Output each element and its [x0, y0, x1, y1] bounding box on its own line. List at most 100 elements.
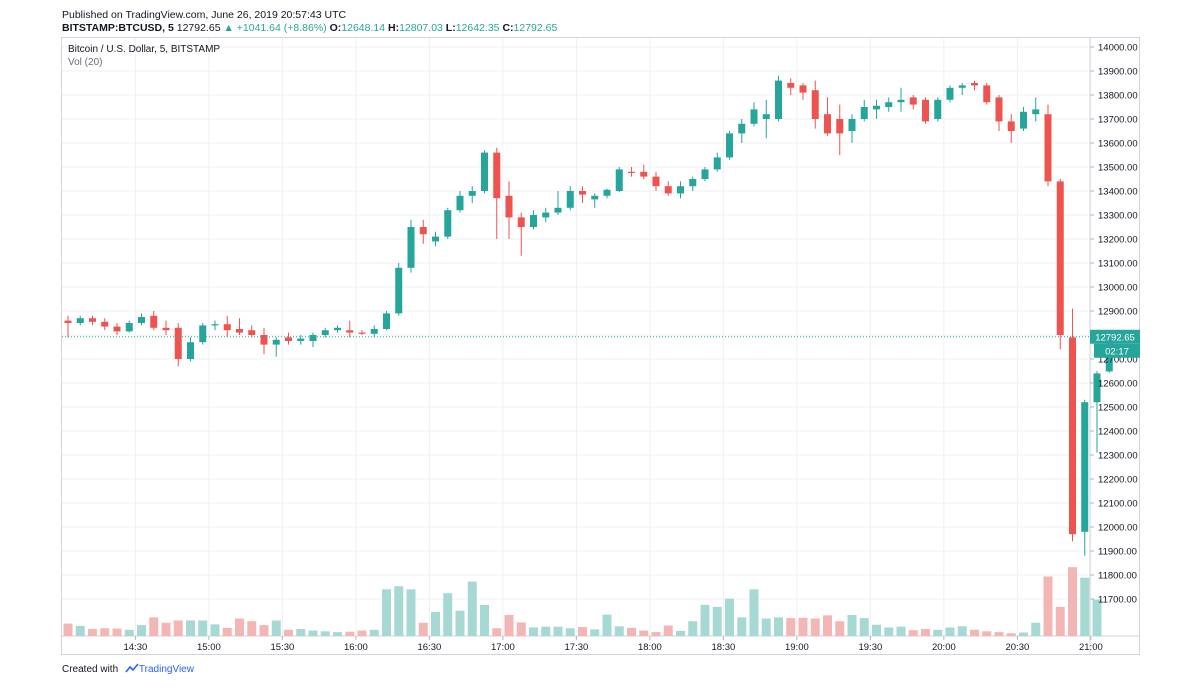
y-tick-label: 12200.00 — [1098, 475, 1138, 486]
volume-bar — [418, 622, 428, 636]
volume-bar — [284, 629, 293, 636]
volume-bar — [271, 620, 281, 636]
volume-bar — [1068, 567, 1077, 636]
change-value: ▲ +1041.64 (+8.86%) — [223, 22, 327, 34]
volume-bar — [394, 586, 404, 636]
price-axis[interactable]: 11700.00 11800.00 11900.00 12000.00 12100.00… — [1090, 43, 1138, 606]
y-tick-label: 13700.00 — [1098, 115, 1138, 126]
volume-bar — [786, 618, 796, 636]
volume-bar — [443, 593, 453, 636]
candle-body — [211, 324, 219, 326]
y-tick-label: 12500.00 — [1098, 403, 1138, 414]
volume-bar — [933, 629, 943, 636]
candle-body — [1093, 373, 1101, 403]
candle-body — [995, 97, 1003, 122]
high-label: H: — [387, 22, 400, 34]
volume-bar — [112, 628, 122, 636]
x-tick-label: 18:00 — [638, 642, 662, 653]
y-tick-label: 11700.00 — [1098, 595, 1137, 606]
volume-bar — [504, 615, 514, 636]
volume-bar — [982, 631, 992, 636]
tradingview-brand[interactable]: TradingView — [138, 664, 194, 675]
candle-body — [223, 324, 231, 331]
candle-body — [922, 99, 929, 122]
x-tick-label: 18:30 — [711, 642, 735, 653]
y-tick-label: 12100.00 — [1098, 499, 1138, 510]
candle-body — [150, 315, 158, 328]
volume-bar — [186, 620, 195, 636]
y-tick-label: 12300.00 — [1098, 451, 1138, 462]
volume-bar — [651, 632, 661, 636]
volume-bar — [774, 617, 783, 636]
time-axis[interactable]: 14:30 15:00 15:30 16:00 16:30 17:00 17:30 18:00… — [123, 636, 1103, 653]
volume-bar — [565, 628, 575, 636]
low-label: L: — [445, 22, 456, 34]
x-tick-label: 14:30 — [123, 642, 147, 653]
candle-body — [199, 325, 207, 343]
candle-body — [848, 119, 856, 131]
volume-bar — [63, 623, 73, 636]
volume-bar — [676, 630, 685, 636]
volume-bar — [149, 617, 159, 636]
candle-body — [811, 90, 819, 119]
volume-bar — [761, 618, 771, 636]
volume-bar — [884, 627, 894, 636]
volume-bar — [529, 627, 538, 636]
candle-body — [162, 327, 170, 331]
volume-bar — [137, 625, 146, 636]
close-label: C: — [502, 22, 514, 34]
y-tick-label: 12400.00 — [1098, 427, 1138, 438]
volume-bar — [173, 620, 183, 636]
candle-body — [689, 179, 697, 187]
volume-bar — [235, 618, 244, 636]
open-value: 12648.14 — [341, 22, 386, 34]
candle-body — [971, 83, 978, 86]
volume-bar — [88, 629, 97, 636]
volume-bar — [737, 617, 747, 636]
volume-bar — [161, 622, 171, 636]
grid — [62, 38, 1139, 655]
series-title: Bitcoin / U.S. Dollar, 5, BITSTAMP — [68, 44, 221, 55]
volume-bar — [810, 618, 820, 636]
volume-bar — [896, 626, 906, 636]
candle-body — [89, 318, 96, 322]
volume-bar — [994, 632, 1004, 636]
volume-bar — [124, 629, 134, 636]
volume-bar — [553, 626, 563, 636]
candle-body — [101, 321, 109, 327]
y-tick-label: 13400.00 — [1098, 187, 1138, 198]
candle-body — [799, 85, 807, 93]
volume-bar — [1019, 632, 1028, 636]
volume-bar — [357, 630, 367, 636]
volume-bar — [345, 631, 355, 636]
candle-body — [775, 80, 782, 119]
volume-bar — [480, 604, 489, 636]
countdown-label: 02:17 — [1105, 346, 1129, 357]
candle-body — [444, 210, 452, 237]
volume-bar — [945, 627, 955, 636]
candle-body — [517, 217, 525, 227]
candle-body — [309, 335, 317, 341]
candle-body — [860, 107, 868, 119]
candle-body — [481, 152, 488, 191]
volume-bar — [847, 615, 857, 636]
volume-bar — [382, 589, 391, 636]
candle-body — [983, 85, 991, 103]
volume-bar — [308, 630, 318, 636]
volume-bar — [333, 632, 342, 636]
x-tick-label: 16:30 — [417, 642, 441, 653]
volume-bar — [431, 611, 440, 636]
candle-body — [248, 330, 256, 335]
candle-body — [468, 191, 476, 196]
candle-body — [370, 329, 378, 334]
y-tick-label: 12900.00 — [1098, 307, 1138, 318]
candle-body — [285, 337, 292, 341]
volume-bar — [700, 604, 710, 636]
candle-body — [713, 157, 721, 170]
candle-body — [297, 338, 305, 341]
volume-bar — [590, 629, 600, 636]
candle-body — [334, 327, 341, 331]
candle-body — [750, 109, 758, 124]
volume-bars — [63, 567, 1102, 636]
